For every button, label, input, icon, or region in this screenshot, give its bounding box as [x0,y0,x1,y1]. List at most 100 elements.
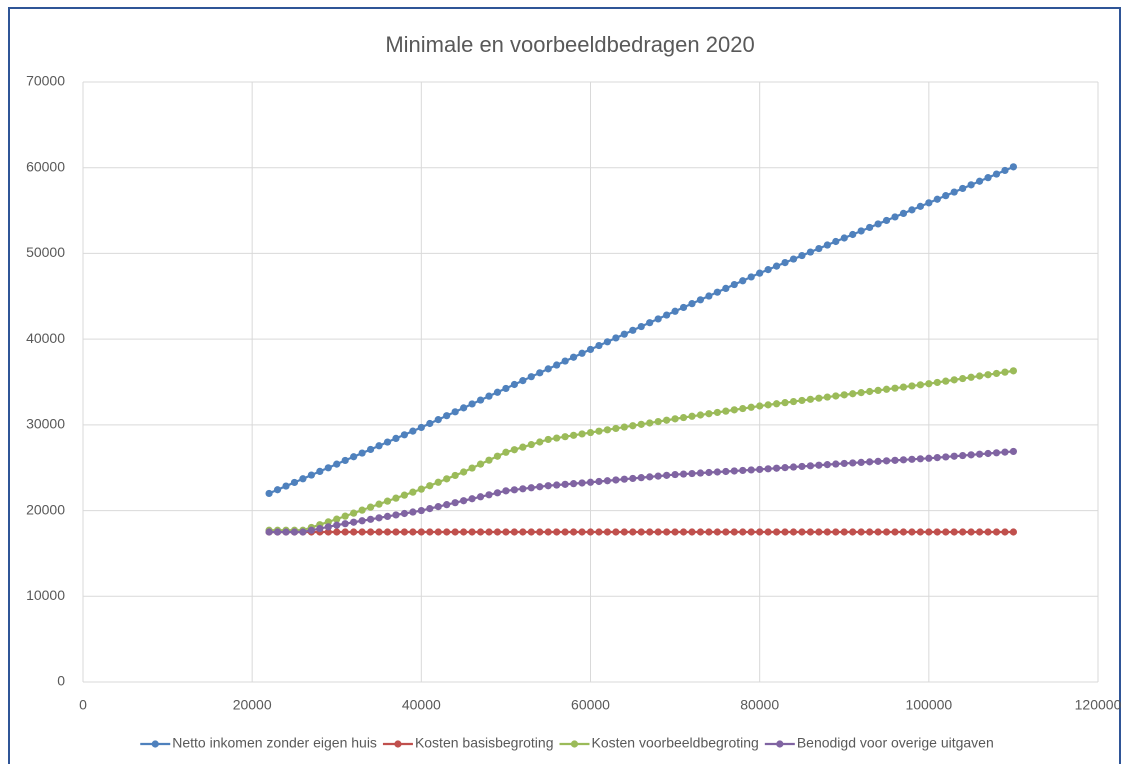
data-point [620,330,628,338]
data-point [866,223,874,232]
data-point [569,480,578,488]
data-point [832,460,840,468]
legend-label: Netto inkomen zonder eigen huis [172,735,377,751]
data-point [510,380,518,389]
data-point [899,383,908,391]
y-tick-label: 0 [57,673,65,689]
data-point [663,471,671,479]
data-point [764,465,772,473]
data-point [612,528,620,536]
data-point [713,408,721,417]
data-point [781,259,789,267]
data-point [849,459,857,467]
data-point [663,416,671,424]
data-point [832,237,840,246]
data-point [519,528,527,536]
data-point [603,528,612,536]
data-point [722,407,730,415]
data-point [739,466,747,475]
data-point [409,488,417,496]
data-point [696,528,705,536]
data-point [756,528,764,536]
data-point [468,528,476,536]
data-point [536,528,544,536]
data-point [984,528,992,536]
data-point [519,485,527,493]
data-point [713,288,721,296]
data-point [646,419,654,427]
data-point [637,420,645,428]
data-point [950,528,958,536]
y-tick-label: 30000 [26,416,65,432]
data-point [857,227,865,235]
data-point [840,459,848,468]
data-point [967,451,975,459]
data-point [908,455,916,463]
legend-item: Benodigd voor overige uitgaven [764,735,994,751]
data-point [891,528,899,536]
data-point [984,371,992,379]
data-point [553,481,561,489]
data-point [967,181,975,189]
data-point [730,467,738,475]
data-point [595,477,603,486]
data-point [730,406,738,414]
data-point [688,469,696,478]
data-point [307,471,315,479]
data-point [891,456,899,464]
data-point [874,220,882,228]
data-point [333,528,341,536]
data-point [629,528,637,536]
data-point [595,427,603,435]
data-point [942,192,950,200]
data-point [434,478,442,486]
data-point [1009,163,1018,171]
data-point [637,474,645,482]
data-point [510,486,518,494]
data-point [375,442,383,450]
x-tick-label: 0 [79,697,87,713]
data-point [443,501,451,509]
data-point [975,372,984,380]
data-point [561,480,569,488]
data-point [569,353,578,361]
data-point [730,528,738,536]
data-point [586,478,595,486]
data-point [663,311,671,319]
data-point [578,349,586,357]
data-point [705,468,713,477]
data-point [866,528,874,536]
data-point [273,528,282,536]
data-point [485,392,493,400]
data-point [654,472,662,480]
data-point [959,184,967,193]
data-point [460,497,468,505]
data-point [375,500,383,508]
data-point [882,385,891,393]
data-point [527,373,535,381]
data-point [578,479,586,487]
data-point [578,430,586,438]
data-point [798,462,806,471]
data-point [916,528,924,536]
data-point [781,464,789,472]
data-point [908,382,916,390]
data-point [899,528,908,536]
data-point [527,528,535,536]
data-point [493,388,502,396]
data-point [916,455,924,463]
data-point [443,528,451,536]
data-point [840,234,848,242]
data-point [747,403,755,411]
data-point [502,487,510,495]
data-point [493,452,502,460]
data-point [891,384,899,392]
data-point [569,528,578,536]
data-point [350,453,358,461]
data-point [823,461,831,469]
data-point [984,449,992,458]
data-point [764,401,772,409]
legend-label: Benodigd voor overige uitgaven [797,735,994,751]
data-point [586,428,595,437]
data-point [603,477,612,485]
